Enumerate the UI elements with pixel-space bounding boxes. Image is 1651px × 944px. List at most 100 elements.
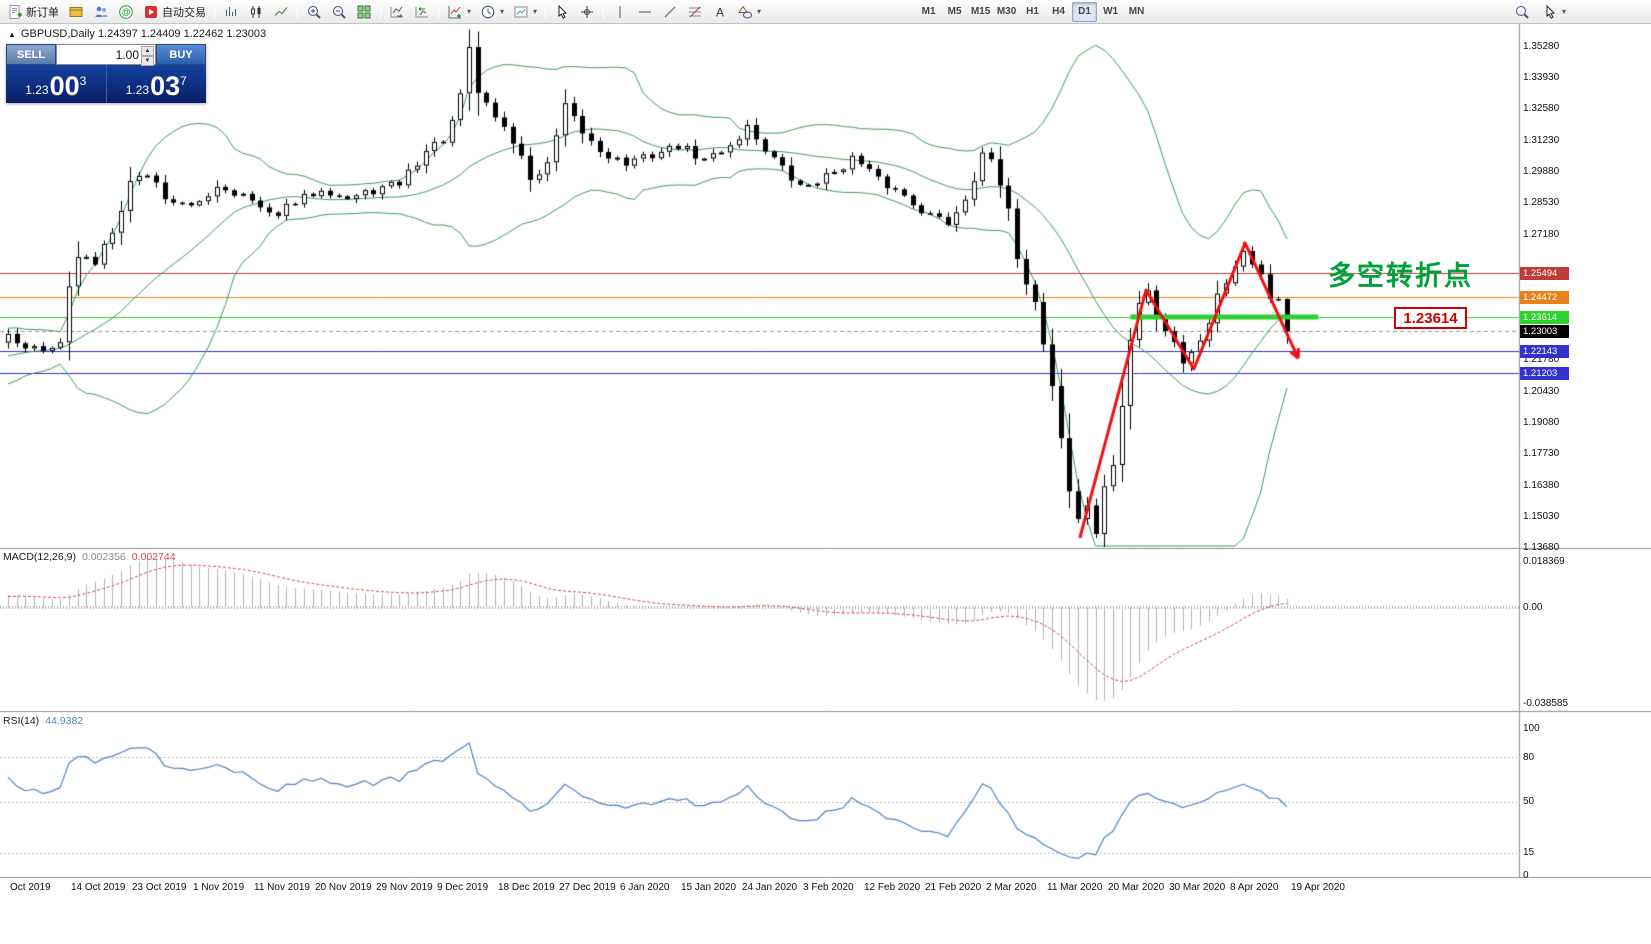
buy-price-sup: 7	[180, 74, 187, 88]
chevron-down-icon: ▾	[500, 7, 505, 16]
panel-toggle-icon[interactable]: ▲	[8, 29, 16, 39]
toolbar: 新订单 @ 自动交易	[0, 0, 1651, 24]
toolbar-separator	[438, 4, 439, 19]
toolbar-separator	[297, 4, 298, 19]
stepper-up-icon[interactable]: ▲	[141, 46, 154, 56]
rsi-axis-tick: 0	[1523, 870, 1529, 881]
chart-annotation-text: 多空转折点	[1328, 261, 1473, 291]
shapes-icon	[737, 4, 753, 20]
price-axis-tick: 1.16380	[1523, 480, 1560, 491]
zoom-in-button[interactable]	[302, 1, 326, 22]
date-axis-label: 6 Jan 2020	[620, 882, 670, 893]
timeframe-d1[interactable]: D1	[1072, 1, 1098, 22]
templates-button[interactable]: ▾	[509, 1, 541, 22]
timeframe-m15[interactable]: M15	[968, 2, 993, 22]
candlestick-chart-button[interactable]	[244, 1, 268, 22]
pointer-icon	[1542, 4, 1558, 20]
price-axis-tick: 1.17730	[1523, 448, 1560, 459]
tools-button[interactable]	[64, 1, 88, 22]
timeframe-m5[interactable]: M5	[942, 2, 967, 22]
new-order-label: 新订单	[26, 6, 59, 19]
buy-button[interactable]: BUY	[156, 44, 206, 65]
macd-main-value: 0.002356	[81, 551, 126, 563]
stepper-down-icon[interactable]: ▼	[141, 56, 154, 66]
buy-price-pips: 03	[150, 71, 181, 101]
tile-windows-button[interactable]	[352, 1, 376, 22]
new-order-icon	[7, 4, 23, 20]
price-line-label: 1.23614	[1520, 311, 1569, 324]
date-axis-label: 27 Dec 2019	[559, 882, 616, 893]
date-axis-label: 20 Mar 2020	[1108, 882, 1165, 893]
trendline-button[interactable]	[658, 1, 682, 22]
price-axis-tick: 1.32580	[1523, 103, 1560, 114]
indicators-button[interactable]: ▾	[443, 1, 475, 22]
one-click-trading-panel: SELL 1.00 ▲ ▼ BUY 1.23 00 3 1.23 03 7	[6, 44, 206, 103]
volume-stepper[interactable]: ▲ ▼	[141, 46, 154, 66]
sell-price[interactable]: 1.23 00 3	[6, 65, 106, 103]
rsi-axis-tick: 80	[1523, 752, 1535, 763]
timeframe-w1[interactable]: W1	[1098, 2, 1123, 22]
bar-chart-icon	[223, 4, 239, 20]
autotrading-button[interactable]: 自动交易	[139, 1, 210, 22]
vertical-line-button[interactable]	[608, 1, 632, 22]
chevron-down-icon: ▾	[467, 7, 472, 16]
date-axis-label: 23 Oct 2019	[132, 882, 187, 893]
price-axis-tick: 1.28530	[1523, 197, 1560, 208]
shapes-button[interactable]: ▾	[733, 1, 765, 22]
rsi-axis-tick: 15	[1523, 847, 1535, 858]
vertical-line-icon	[612, 4, 628, 20]
date-axis-label: 2 Mar 2020	[986, 882, 1037, 893]
trade-panel-divider	[105, 65, 107, 103]
buy-price[interactable]: 1.23 03 7	[107, 65, 207, 103]
date-axis-label: 8 Apr 2020	[1230, 882, 1279, 893]
price-level-callout[interactable]: 1.23614	[1394, 307, 1467, 329]
rsi-name: RSI(14)	[3, 715, 40, 727]
toolbar-separator	[603, 4, 605, 19]
mql5-community-icon: @	[118, 4, 134, 20]
sell-button[interactable]: SELL	[6, 44, 56, 65]
chevron-down-icon: ▾	[1561, 7, 1566, 16]
price-line-label: 1.23003	[1520, 325, 1569, 338]
date-axis-label: 9 Dec 2019	[437, 882, 489, 893]
date-axis-label: 12 Feb 2020	[864, 882, 921, 893]
buy-price-big: 1.23	[125, 83, 150, 97]
fibonacci-icon	[687, 4, 703, 20]
chart-shift-button[interactable]	[410, 1, 434, 22]
community-button[interactable]	[89, 1, 113, 22]
fibonacci-button[interactable]	[683, 1, 707, 22]
periods-button[interactable]: ▾	[476, 1, 508, 22]
cursor-button[interactable]	[550, 1, 574, 22]
volume-field[interactable]: 1.00 ▲ ▼	[56, 44, 156, 66]
volume-value[interactable]: 1.00	[115, 47, 139, 62]
templates-icon	[513, 4, 529, 20]
timeframe-m1[interactable]: M1	[916, 2, 941, 22]
date-axis-label: 11 Mar 2020	[1047, 882, 1103, 893]
mql5-community-button[interactable]: @	[114, 1, 138, 22]
date-axis-label: 15 Jan 2020	[681, 882, 737, 893]
search-button[interactable]	[1510, 1, 1534, 22]
line-chart-button[interactable]	[269, 1, 293, 22]
trade-panel-price-row: 1.23 00 3 1.23 03 7	[6, 65, 206, 103]
timeframe-h1[interactable]: H1	[1020, 2, 1045, 22]
bar-chart-button[interactable]	[219, 1, 243, 22]
date-axis-label: 21 Feb 2020	[925, 882, 982, 893]
timeframe-mn[interactable]: MN	[1124, 2, 1149, 22]
symbol-info: ▲ GBPUSD,Daily 1.24397 1.24409 1.22462 1…	[8, 28, 266, 40]
symbol-ohlc-text: GBPUSD,Daily 1.24397 1.24409 1.22462 1.2…	[20, 28, 267, 40]
text-icon: A	[712, 4, 728, 20]
crosshair-button[interactable]	[575, 1, 599, 22]
zoom-out-button[interactable]	[327, 1, 351, 22]
date-axis-label: 19 Apr 2020	[1291, 882, 1345, 893]
sell-price-sup: 3	[79, 74, 87, 88]
timeframe-m30[interactable]: M30	[994, 2, 1019, 22]
candlestick-chart-icon	[248, 4, 264, 20]
timeframe-h4[interactable]: H4	[1046, 2, 1071, 22]
date-axis-label: 20 Nov 2019	[315, 882, 372, 893]
pointer-menu-button[interactable]: ▾	[1538, 1, 1570, 22]
auto-scroll-button[interactable]	[385, 1, 409, 22]
new-order-button[interactable]: 新订单	[3, 1, 63, 22]
sell-price-big: 1.23	[25, 83, 49, 97]
text-label-button[interactable]: A	[708, 1, 732, 22]
horizontal-line-button[interactable]	[633, 1, 657, 22]
